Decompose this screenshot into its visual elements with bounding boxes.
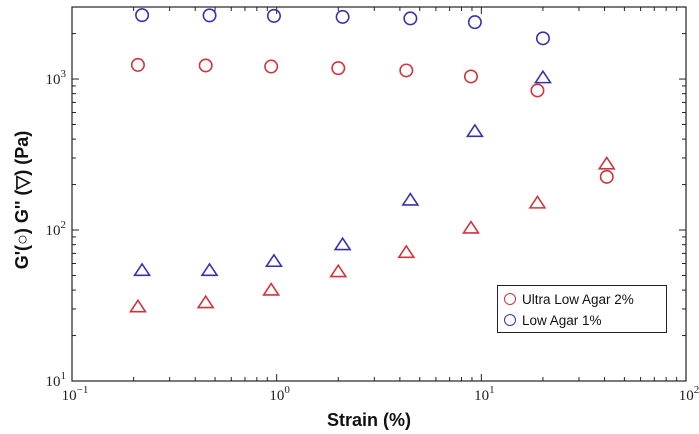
x-tick-label: 101	[474, 384, 495, 404]
x-tick-label: 100	[269, 384, 290, 404]
x-axis-label: Strain (%)	[327, 410, 411, 430]
data-point-triangle	[196, 294, 215, 309]
data-point-triangle	[200, 262, 219, 277]
x-tick-label: 10−1	[62, 384, 89, 404]
plot-frame	[71, 6, 687, 382]
legend-label: Low Agar 1%	[522, 312, 602, 328]
data-point-circle	[264, 59, 279, 74]
data-point-circle	[530, 83, 545, 98]
data-point-triangle	[397, 244, 416, 259]
data-point-circle	[331, 61, 346, 76]
data-point-triangle	[533, 69, 552, 84]
data-point-triangle	[528, 195, 547, 209]
data-point-circle	[198, 58, 213, 73]
tick-labels: 10−1 100 101 102 101 102 103	[46, 68, 699, 404]
data-point-triangle	[133, 262, 152, 277]
data-point-circle	[202, 8, 217, 23]
legend-entry-ultra-low-agar: Ultra Low Agar 2%	[504, 289, 634, 309]
y-tick-label: 101	[46, 370, 67, 390]
data-point-triangle	[461, 220, 480, 234]
axis-ticks	[71, 6, 686, 382]
y-tick-label: 103	[46, 68, 67, 88]
legend-label: Ultra Low Agar 2%	[522, 291, 634, 307]
x-tick-label: 102	[679, 384, 699, 404]
data-point-circle	[135, 8, 150, 23]
data-point-circle	[463, 69, 478, 84]
y-axis-label: G'(○) G'' (▽) (Pa)	[12, 131, 32, 270]
data-point-circle	[467, 15, 482, 30]
data-point-circle	[266, 8, 281, 23]
legend-circle-marker	[504, 314, 516, 326]
data-point-circle	[130, 57, 145, 72]
data-point-circle	[335, 9, 350, 24]
data-point-circle	[403, 11, 418, 26]
data-point-triangle	[329, 263, 348, 278]
legend: Ultra Low Agar 2% Low Agar 1%	[497, 285, 667, 333]
plot-marks	[128, 8, 616, 313]
data-point-triangle	[333, 236, 352, 251]
data-point-triangle	[262, 282, 281, 296]
data-point-circle	[599, 169, 614, 184]
data-point-triangle	[401, 192, 420, 206]
data-point-triangle	[465, 123, 484, 138]
y-tick-label: 102	[46, 219, 67, 239]
data-point-circle	[399, 63, 414, 78]
data-point-triangle	[128, 298, 147, 313]
data-point-circle	[535, 31, 550, 46]
legend-circle-marker	[504, 293, 516, 305]
data-point-triangle	[264, 253, 283, 268]
legend-entry-low-agar: Low Agar 1%	[504, 310, 602, 330]
data-point-triangle	[597, 155, 616, 170]
